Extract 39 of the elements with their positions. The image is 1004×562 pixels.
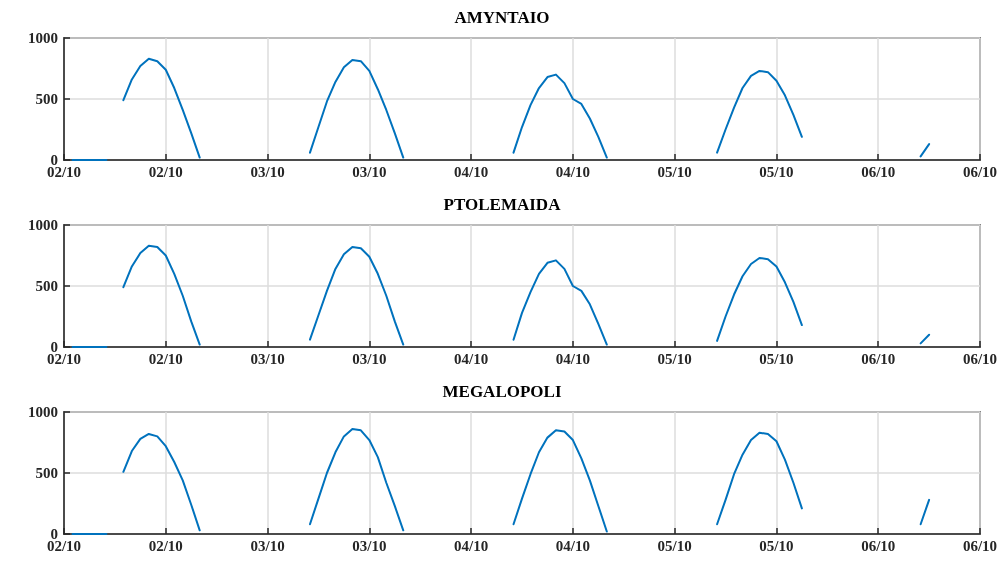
x-tick-label: 03/10 (250, 537, 285, 554)
x-tick-label: 06/10 (962, 537, 998, 554)
x-tick-label: 02/10 (148, 163, 183, 180)
x-tick-label: 02/10 (148, 350, 183, 367)
x-tick-label: 04/10 (555, 537, 590, 554)
chart-title: MEGALOPOLI (442, 382, 562, 401)
x-tick-label: 05/10 (657, 163, 692, 180)
y-tick-label: 500 (35, 465, 58, 481)
x-tick-label: 03/10 (250, 350, 285, 367)
x-tick-label: 05/10 (759, 537, 794, 554)
x-tick-label: 05/10 (759, 350, 794, 367)
x-tick-label: 02/10 (148, 537, 183, 554)
x-tick-label: 04/10 (555, 350, 590, 367)
y-tick-label: 500 (35, 278, 58, 294)
chart-title: AMYNTAIO (454, 8, 550, 27)
y-tick-label: 1000 (28, 404, 58, 420)
y-tick-label: 1000 (28, 30, 58, 46)
x-tick-label: 06/10 (861, 350, 896, 367)
x-tick-label: 03/10 (352, 350, 387, 367)
chart-title: PTOLEMAIDA (443, 195, 562, 214)
y-tick-label: 1000 (28, 217, 58, 233)
y-tick-label: 0 (50, 526, 58, 542)
x-tick-label: 06/10 (962, 350, 998, 367)
x-tick-label: 04/10 (454, 163, 489, 180)
x-tick-label: 03/10 (352, 537, 387, 554)
x-tick-label: 04/10 (454, 537, 489, 554)
x-tick-label: 06/10 (861, 537, 896, 554)
y-tick-label: 500 (35, 91, 58, 107)
x-tick-label: 03/10 (352, 163, 387, 180)
x-tick-label: 03/10 (250, 163, 285, 180)
x-tick-label: 04/10 (454, 350, 489, 367)
y-tick-label: 0 (50, 339, 58, 355)
x-tick-label: 05/10 (657, 537, 692, 554)
x-tick-label: 06/10 (962, 163, 998, 180)
x-tick-label: 05/10 (759, 163, 794, 180)
y-tick-label: 0 (50, 152, 58, 168)
x-tick-label: 05/10 (657, 350, 692, 367)
x-tick-label: 06/10 (861, 163, 896, 180)
x-tick-label: 04/10 (555, 163, 590, 180)
